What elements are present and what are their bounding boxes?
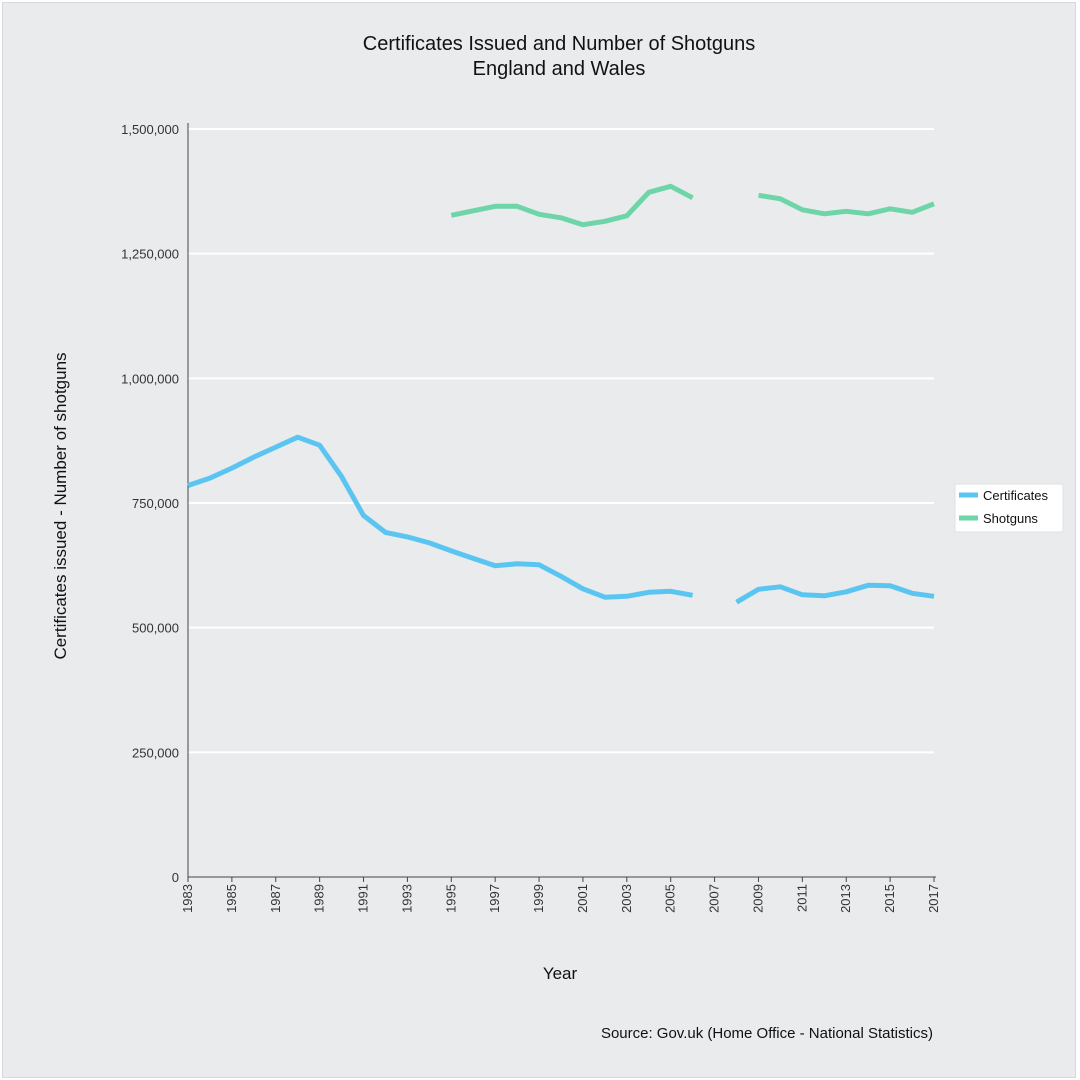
shotguns-data-point (580, 222, 585, 227)
certificates-data-point (405, 534, 410, 539)
certificates-data-point (602, 595, 607, 600)
certificates-data-point (668, 589, 673, 594)
certificates-data-point (361, 513, 366, 518)
certificates-data-point (734, 600, 739, 605)
x-tick-label: 2007 (707, 884, 722, 913)
shotguns-data-point (646, 190, 651, 195)
y-tick-label: 250,000 (132, 745, 179, 760)
x-tick-label: 1987 (268, 884, 283, 913)
certificates-data-point (317, 443, 322, 448)
certificates-data-point (756, 587, 761, 592)
x-tick-label: 2009 (750, 884, 765, 913)
certificates-data-point (624, 594, 629, 599)
x-tick-label: 1985 (224, 884, 239, 913)
shotguns-data-point (778, 196, 783, 201)
x-axis-title: Year (543, 964, 578, 983)
series-line-shotguns (450, 183, 935, 228)
x-tick-label: 2015 (882, 884, 897, 913)
certificates-data-point (822, 593, 827, 598)
certificates-data-point (888, 583, 893, 588)
certificates-data-point (932, 594, 937, 599)
shotguns-data-point (866, 211, 871, 216)
x-tick-label: 2011 (794, 884, 809, 912)
certificates-data-point (383, 530, 388, 535)
shotguns-data-point (449, 213, 454, 218)
shotguns-data-point (822, 211, 827, 216)
shotguns-data-point (537, 212, 542, 217)
certificates-data-point (537, 562, 542, 567)
certificates-data-point (295, 435, 300, 440)
certificates-data-point (471, 556, 476, 561)
y-tick-label: 1,500,000 (121, 122, 179, 137)
certificates-data-point (207, 476, 212, 481)
shotguns-data-point (471, 208, 476, 213)
shotguns-data-point (932, 201, 937, 206)
shotguns-data-point (602, 219, 607, 224)
certificates-data-point (427, 540, 432, 545)
certificates-data-point (559, 574, 564, 579)
series-lines (186, 183, 937, 605)
shotguns-data-point (910, 210, 915, 215)
y-axis-title: Certificates issued - Number of shotguns (51, 352, 70, 659)
shotguns-data-point (756, 193, 761, 198)
x-tick-label: 1989 (312, 884, 327, 913)
shotguns-data-point (690, 195, 695, 200)
shotguns-data-point (844, 209, 849, 214)
y-tick-label: 750,000 (132, 496, 179, 511)
certificates-data-point (515, 561, 520, 566)
certificates-data-point (186, 483, 191, 488)
series-line-certificates (187, 434, 935, 605)
legend: Certificates Shotguns (954, 483, 1064, 533)
y-tick-label: 0 (172, 870, 179, 885)
shotguns-data-point (888, 206, 893, 211)
certificates-data-point (800, 592, 805, 597)
x-axis-ticks: 1983 1985 1987 1989 1991 1993 1995 1997 1999 2001… (180, 877, 941, 913)
x-tick-label: 1993 (399, 884, 414, 913)
chart-subtitle: England and Wales (473, 58, 646, 80)
y-tick-label: 500,000 (132, 621, 179, 636)
shotguns-data-point (559, 215, 564, 220)
certificates-data-point (229, 466, 234, 471)
y-tick-label: 1,000,000 (121, 371, 179, 386)
certificates-data-point (493, 563, 498, 568)
certificates-data-point (910, 591, 915, 596)
chart-title: Certificates Issued and Number of Shotgu… (363, 33, 755, 55)
certificates-data-point (449, 548, 454, 553)
x-tick-label: 2001 (575, 884, 590, 913)
x-tick-label: 1999 (531, 884, 546, 913)
line-chart: Certificates Issued and Number of Shotgu… (51, 33, 1064, 1042)
certificates-data-point (690, 593, 695, 598)
x-tick-label: 2017 (926, 884, 941, 913)
certificates-data-point (580, 586, 585, 591)
x-tick-label: 2005 (663, 884, 678, 913)
x-tick-label: 2013 (838, 884, 853, 913)
certificates-data-point (844, 589, 849, 594)
x-tick-label: 1997 (487, 884, 502, 913)
legend-label-certificates: Certificates (983, 488, 1049, 503)
certificates-data-point (778, 584, 783, 589)
certificates-data-point (866, 583, 871, 588)
certificates-data-point (646, 590, 651, 595)
shotguns-data-point (493, 204, 498, 209)
certificates-data-point (251, 455, 256, 460)
shotguns-data-point (624, 213, 629, 218)
certificates-data-point (273, 445, 278, 450)
x-tick-label: 1991 (356, 884, 371, 913)
shotguns-data-point (800, 207, 805, 212)
gridlines (187, 123, 936, 878)
source-note: Source: Gov.uk (Home Office - National S… (601, 1025, 933, 1042)
x-tick-label: 2003 (619, 884, 634, 913)
shotguns-data-point (668, 184, 673, 189)
legend-box (954, 483, 1064, 533)
x-tick-label: 1995 (443, 884, 458, 913)
x-tick-label: 1983 (180, 884, 195, 913)
y-axis-ticks: 0 250,000 500,000 750,000 1,000,000 1,250,000… (121, 122, 179, 885)
certificates-data-point (339, 474, 344, 479)
legend-label-shotguns: Shotguns (983, 511, 1038, 526)
y-tick-label: 1,250,000 (121, 247, 179, 262)
shotguns-data-point (515, 204, 520, 209)
